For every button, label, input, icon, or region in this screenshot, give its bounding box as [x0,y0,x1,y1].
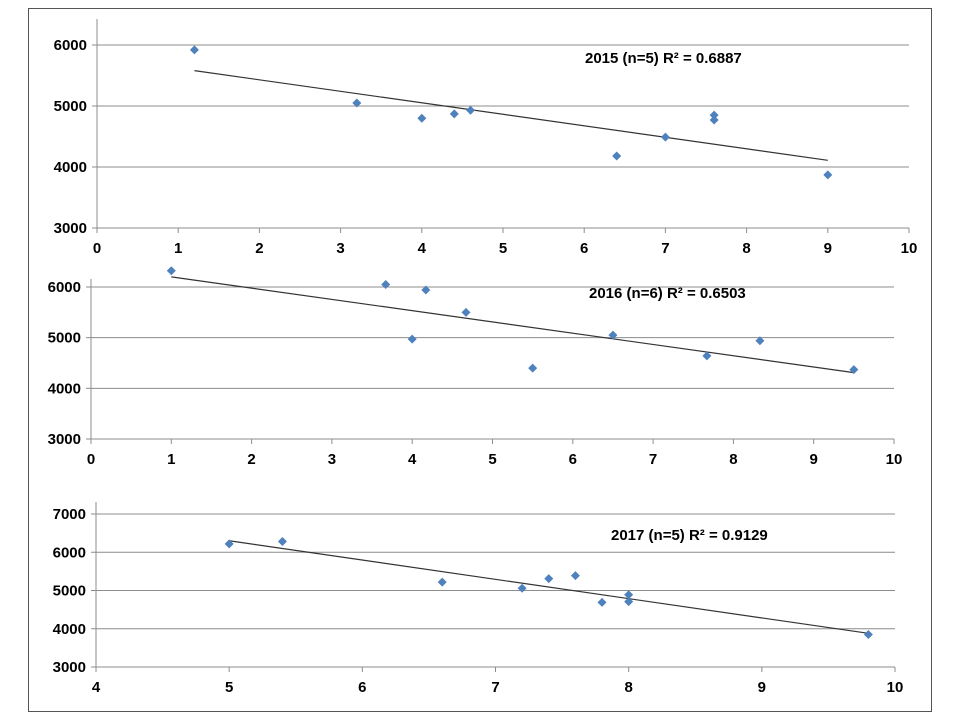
chart-2-data-point [421,285,431,295]
figure-frame: 0 1 2 3 4 5 6 7 8 9 10 3000 4000 5000 6000 2015 (n=5) R… [28,8,932,712]
chart-2-x-tick-label: 6 [569,451,577,468]
chart-1-x-tick-label: 0 [93,240,101,257]
chart-2-x-tick-label: 7 [649,451,657,468]
chart-1-y-tick-label: 3000 [54,220,87,237]
chart-1-data-point [189,45,199,55]
chart-2-x-tick-label: 10 [886,451,903,468]
chart-2-y-tick-label: 5000 [48,330,81,347]
chart-3-data-point [624,597,634,607]
chart-1-x-tick-label: 5 [499,240,507,257]
chart-1-title: 2015 (n=5) R² = 0.6887 [585,50,742,67]
chart-2-x-tick-label: 2 [247,451,255,468]
chart-1-x-tick-label: 6 [580,240,588,257]
chart-3-data-point [863,629,873,639]
chart-1-x-tick-label: 10 [901,240,918,257]
chart-1-y-tick-label: 6000 [54,37,87,54]
chart-2-data-point [608,330,618,340]
chart-2-x-tick-label: 8 [729,451,737,468]
chart-2-trendline [171,276,854,374]
chart-1-data-point [709,110,719,120]
chart-1-data-point [352,98,362,108]
chart-2-data-point [166,266,176,276]
chart-1-y-tick-label: 4000 [54,159,87,176]
chart-1-data-point [823,170,833,180]
chart-3-data-point [437,577,447,587]
chart-2-data-point [702,351,712,361]
chart-3-data-point [517,583,527,593]
chart-3-data-point [224,539,234,549]
chart-1-x-tick-label: 7 [661,240,669,257]
chart-1-x-tick-label: 9 [824,240,832,257]
chart-3-x-tick-label: 5 [225,679,233,696]
chart-3-data-point [597,597,607,607]
chart-3-y-tick-label: 6000 [53,544,86,561]
chart-3-x-tick-label: 9 [758,679,766,696]
chart-2-x-tick-label: 0 [87,451,95,468]
chart-3-y-tick-label: 5000 [53,583,86,600]
chart-2-x-tick-label: 1 [167,451,175,468]
chart-1-data-point [417,113,427,123]
chart-2-x-tick-label: 3 [328,451,336,468]
chart-2-y-tick-label: 4000 [48,380,81,397]
chart-1-x-tick-label: 8 [742,240,750,257]
chart-3-data-point [570,571,580,581]
chart-2-x-tick-label: 4 [408,451,417,468]
chart-3-title: 2017 (n=5) R² = 0.9129 [611,527,768,544]
chart-3-x-tick-label: 6 [358,679,366,696]
chart-3-x-tick-label: 4 [92,679,101,696]
chart-1-x-tick-label: 2 [255,240,263,257]
chart-1-data-point [612,151,622,161]
chart-3-data-point [544,574,554,584]
chart-1-x-tick-label: 3 [336,240,344,257]
chart-1-data-point [660,132,670,142]
chart-3-y-tick-label: 3000 [53,659,86,676]
chart-2-x-tick-label: 9 [810,451,818,468]
chart-1-y-tick-label: 5000 [54,98,87,115]
chart-1-data-point [709,115,719,125]
chart-2-data-point [461,307,471,317]
chart-1-data-point [466,105,476,115]
chart-3-x-tick-label: 10 [887,679,904,696]
chart-2-data-point [755,336,765,346]
chart-1-data-point [449,109,459,119]
chart-3-x-tick-label: 7 [491,679,499,696]
chart-2-data-point [407,334,417,344]
chart-3-y-tick-label: 4000 [53,621,86,638]
chart-2-y-tick-label: 6000 [48,279,81,296]
chart-3-x-tick-label: 8 [624,679,632,696]
chart-1-x-tick-label: 4 [418,240,427,257]
chart-2-data-point [528,363,538,373]
chart-2-data-point [849,365,859,375]
chart-3-trendline [229,540,869,634]
chart-2-title: 2016 (n=6) R² = 0.6503 [589,285,746,302]
chart-1-trendline [194,70,828,161]
chart-2-data-point [381,279,391,289]
chart-2-y-tick-label: 3000 [48,431,81,448]
chart-3-y-tick-label: 7000 [53,506,86,523]
chart-3-data-point [624,590,634,600]
chart-3-data-point [277,537,287,547]
chart-2-x-tick-label: 5 [488,451,496,468]
chart-1-x-tick-label: 1 [174,240,182,257]
